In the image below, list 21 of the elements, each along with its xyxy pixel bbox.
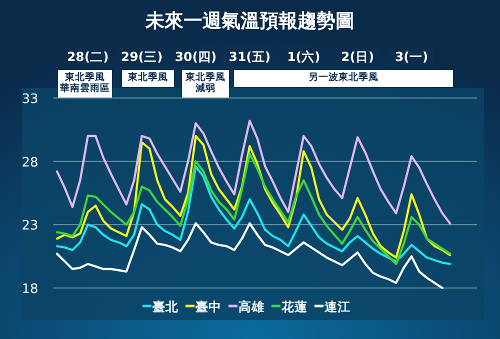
legend-label: 花蓮 — [280, 299, 308, 314]
x-tick-label: 30(四) — [174, 49, 217, 64]
legend-label: 臺中 — [196, 299, 222, 314]
y-tick-label: 23 — [22, 218, 38, 234]
x-tick-label: 29(三) — [120, 49, 163, 64]
text: 東北季風華南雲雨區 — [59, 71, 110, 94]
x-tick-label: 1(六) — [287, 49, 320, 64]
x-tick-label: 28(二) — [66, 49, 109, 64]
text: 東北季風 — [127, 71, 168, 83]
legend-label: 連江 — [324, 299, 350, 314]
legend-label: 高雄 — [238, 299, 264, 314]
x-tick-label: 2(日) — [341, 49, 374, 64]
text: 另一波東北季風 — [308, 71, 378, 83]
y-tick-label: 18 — [22, 282, 38, 297]
legend-label: 臺北 — [152, 299, 180, 314]
y-tick-label: 33 — [22, 92, 38, 107]
x-tick-label: 31(五) — [228, 49, 271, 64]
text: 東北季風減弱 — [184, 71, 226, 94]
y-tick-label: 28 — [22, 155, 38, 170]
chart-title: 未來一週氣溫預報趨勢圖 — [144, 10, 354, 32]
x-tick-label: 3(一) — [394, 49, 428, 64]
